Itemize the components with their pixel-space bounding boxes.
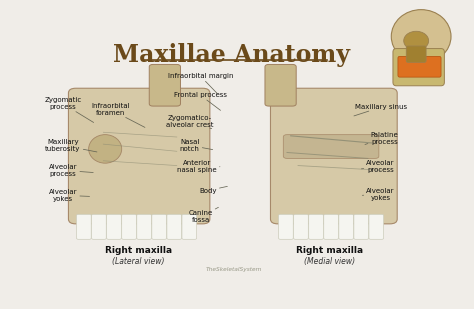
FancyBboxPatch shape [122, 214, 137, 239]
FancyBboxPatch shape [354, 214, 369, 239]
FancyBboxPatch shape [91, 214, 106, 239]
FancyBboxPatch shape [339, 214, 354, 239]
Text: Canine
fossa: Canine fossa [189, 207, 219, 223]
FancyBboxPatch shape [406, 46, 426, 62]
Text: Zygomatico-
alveolar crest: Zygomatico- alveolar crest [166, 115, 213, 129]
FancyBboxPatch shape [137, 214, 152, 239]
Text: Nasal
notch: Nasal notch [180, 139, 213, 152]
FancyBboxPatch shape [265, 65, 296, 106]
Text: Infraorbital margin: Infraorbital margin [168, 73, 233, 93]
FancyBboxPatch shape [324, 214, 338, 239]
FancyBboxPatch shape [279, 214, 293, 239]
Text: Frontal process: Frontal process [174, 92, 227, 110]
FancyBboxPatch shape [283, 135, 379, 159]
Text: (Medial view): (Medial view) [304, 257, 355, 266]
Text: Alveolar
yokes: Alveolar yokes [362, 188, 395, 201]
FancyBboxPatch shape [393, 49, 444, 86]
Text: (Lateral view): (Lateral view) [112, 257, 164, 266]
Text: Body: Body [199, 186, 228, 193]
Text: Alveolar
process: Alveolar process [49, 164, 93, 177]
FancyBboxPatch shape [293, 214, 308, 239]
Text: Palatine
process: Palatine process [365, 132, 398, 145]
FancyBboxPatch shape [309, 214, 323, 239]
FancyBboxPatch shape [76, 214, 91, 239]
Text: TheSkeletalSystem: TheSkeletalSystem [206, 267, 262, 272]
Text: Alveolar
yokes: Alveolar yokes [49, 189, 90, 202]
Ellipse shape [404, 31, 428, 50]
Text: Infraorbital
foramen: Infraorbital foramen [91, 103, 145, 127]
Text: Alveolar
process: Alveolar process [361, 160, 395, 173]
FancyBboxPatch shape [398, 56, 441, 77]
Ellipse shape [392, 10, 451, 63]
FancyBboxPatch shape [68, 88, 210, 224]
Text: Anterior
nasal spine: Anterior nasal spine [177, 160, 220, 173]
Text: Zygomatic
process: Zygomatic process [44, 97, 94, 122]
FancyBboxPatch shape [152, 214, 166, 239]
FancyBboxPatch shape [182, 214, 197, 239]
FancyBboxPatch shape [271, 88, 397, 224]
FancyBboxPatch shape [149, 65, 181, 106]
Text: Right maxilla: Right maxilla [105, 246, 172, 255]
FancyBboxPatch shape [167, 214, 182, 239]
Text: Maxillary sinus: Maxillary sinus [354, 104, 407, 116]
Text: Right maxilla: Right maxilla [296, 246, 363, 255]
Text: Maxillae Anatomy: Maxillae Anatomy [113, 43, 350, 67]
Text: Maxillary
tuberosity: Maxillary tuberosity [45, 139, 97, 152]
FancyBboxPatch shape [369, 214, 383, 239]
FancyBboxPatch shape [107, 214, 121, 239]
Ellipse shape [89, 135, 122, 163]
